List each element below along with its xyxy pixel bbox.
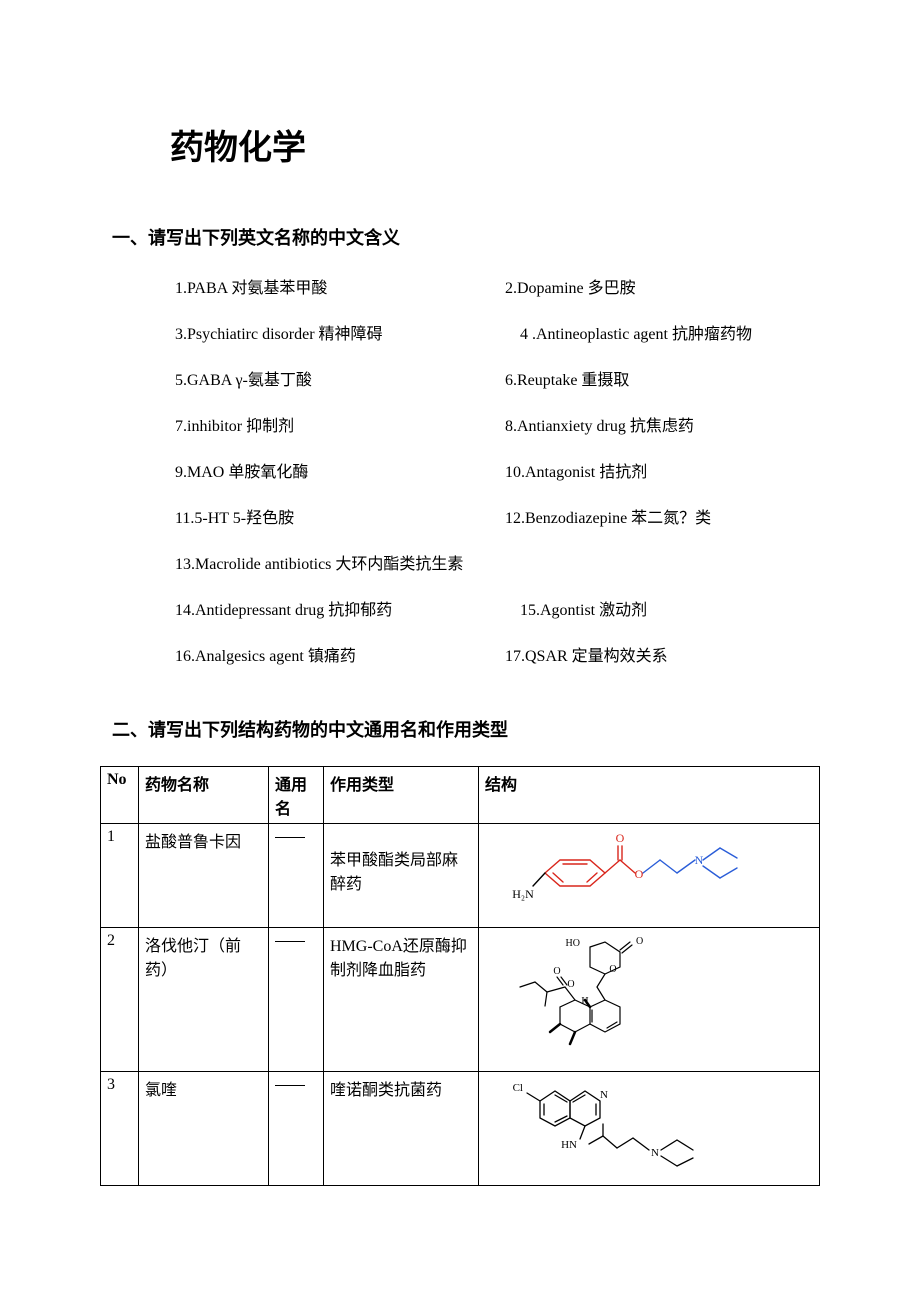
table-header-row: No 药物名称 通用名 作用类型 结构 [101, 767, 820, 824]
svg-text:O: O [636, 936, 643, 947]
th-effect: 作用类型 [324, 767, 479, 824]
cell-no: 1 [101, 824, 139, 928]
cell-no: 2 [101, 928, 139, 1072]
lovastatin-structure-icon: HO O O O O H [485, 932, 665, 1062]
th-no: No [101, 767, 139, 824]
cell-name: 氯喹 [139, 1072, 269, 1186]
vocab-item: 12.Benzodiazepine 苯二氮？类 [505, 504, 711, 528]
vocab-row: 7.inhibitor 抑制剂 8.Antianxiety drug 抗焦虑药 [175, 412, 820, 436]
vocab-item: 7.inhibitor 抑制剂 [175, 412, 505, 436]
vocab-item: 2.Dopamine 多巴胺 [505, 274, 636, 298]
svg-text:O: O [567, 979, 574, 990]
svg-text:HO: HO [566, 938, 580, 949]
chloroquine-structure-icon: Cl N HN N [485, 1076, 725, 1176]
svg-text:N: N [651, 1147, 659, 1159]
vocab-row: 3.Psychiatirc disorder 精神障碍 4 .Antineopl… [175, 320, 820, 344]
vocab-item: 13.Macrolide antibiotics 大环内酯类抗生素 [175, 550, 820, 574]
svg-text:O: O [616, 831, 625, 845]
cell-effect: 苯甲酸酯类局部麻醉药 [324, 824, 479, 928]
section2-heading: 二、请写出下列结构药物的中文通用名和作用类型 [112, 716, 820, 742]
cell-name: 盐酸普鲁卡因 [139, 824, 269, 928]
svg-text:H: H [581, 996, 588, 1007]
dash-icon [275, 1085, 305, 1086]
vocab-item: 6.Reuptake 重摄取 [505, 366, 629, 390]
vocab-row: 14.Antidepressant drug 抗抑郁药 15.Agontist … [175, 596, 820, 620]
cell-effect: HMG-CoA还原酶抑制剂降血脂药 [324, 928, 479, 1072]
svg-text:O: O [553, 966, 560, 977]
vocab-item: 8.Antianxiety drug 抗焦虑药 [505, 412, 694, 436]
dash-icon [275, 837, 305, 838]
procaine-structure-icon: O O N H₂N [485, 828, 765, 918]
section1-heading: 一、请写出下列英文名称的中文含义 [112, 224, 820, 250]
vocab-item: 14.Antidepressant drug 抗抑郁药 [175, 596, 520, 620]
cell-struct: HO O O O O H [479, 928, 820, 1072]
th-generic: 通用名 [269, 767, 324, 824]
vocab-row: 16.Analgesics agent 镇痛药 17.QSAR 定量构效关系 [175, 642, 820, 666]
vocab-row: 9.MAO 单胺氧化酶 10.Antagonist 拮抗剂 [175, 458, 820, 482]
svg-text:N: N [600, 1089, 608, 1101]
vocab-list: 1.PABA 对氨基苯甲酸 2.Dopamine 多巴胺 3.Psychiati… [175, 274, 820, 666]
svg-text:O: O [635, 867, 644, 881]
dash-icon [275, 941, 305, 942]
vocab-item: 1.PABA 对氨基苯甲酸 [175, 274, 505, 298]
drug-table: No 药物名称 通用名 作用类型 结构 1 盐酸普鲁卡因 苯甲酸酯类局部麻醉药 [100, 766, 820, 1186]
svg-text:HN: HN [561, 1139, 577, 1151]
vocab-item: 16.Analgesics agent 镇痛药 [175, 642, 505, 666]
vocab-row: 13.Macrolide antibiotics 大环内酯类抗生素 [175, 550, 820, 574]
vocab-item: 3.Psychiatirc disorder 精神障碍 [175, 320, 520, 344]
cell-generic [269, 928, 324, 1072]
cell-name: 洛伐他汀（前药） [139, 928, 269, 1072]
vocab-item: 11.5-HT 5-羟色胺 [175, 504, 505, 528]
vocab-item: 15.Agontist 激动剂 [520, 596, 647, 620]
th-struct: 结构 [479, 767, 820, 824]
document-title: 药物化学 [170, 120, 820, 169]
vocab-row: 1.PABA 对氨基苯甲酸 2.Dopamine 多巴胺 [175, 274, 820, 298]
vocab-item: 5.GABA γ-氨基丁酸 [175, 366, 505, 390]
cell-generic [269, 824, 324, 928]
table-row: 1 盐酸普鲁卡因 苯甲酸酯类局部麻醉药 [101, 824, 820, 928]
table-row: 3 氯喹 喹诺酮类抗菌药 [101, 1072, 820, 1186]
svg-text:Cl: Cl [513, 1082, 523, 1094]
cell-struct: O O N H₂N [479, 824, 820, 928]
cell-generic [269, 1072, 324, 1186]
cell-struct: Cl N HN N [479, 1072, 820, 1186]
vocab-row: 5.GABA γ-氨基丁酸 6.Reuptake 重摄取 [175, 366, 820, 390]
cell-no: 3 [101, 1072, 139, 1186]
svg-text:O: O [609, 964, 616, 975]
vocab-item: 10.Antagonist 拮抗剂 [505, 458, 647, 482]
th-name: 药物名称 [139, 767, 269, 824]
vocab-row: 11.5-HT 5-羟色胺 12.Benzodiazepine 苯二氮？类 [175, 504, 820, 528]
vocab-item: 9.MAO 单胺氧化酶 [175, 458, 505, 482]
cell-effect: 喹诺酮类抗菌药 [324, 1072, 479, 1186]
svg-text:H₂N: H₂N [512, 887, 534, 901]
vocab-item: 17.QSAR 定量构效关系 [505, 642, 668, 666]
vocab-item: 4 .Antineoplastic agent 抗肿瘤药物 [520, 320, 752, 344]
table-row: 2 洛伐他汀（前药） HMG-CoA还原酶抑制剂降血脂药 [101, 928, 820, 1072]
svg-text:N: N [695, 853, 704, 867]
